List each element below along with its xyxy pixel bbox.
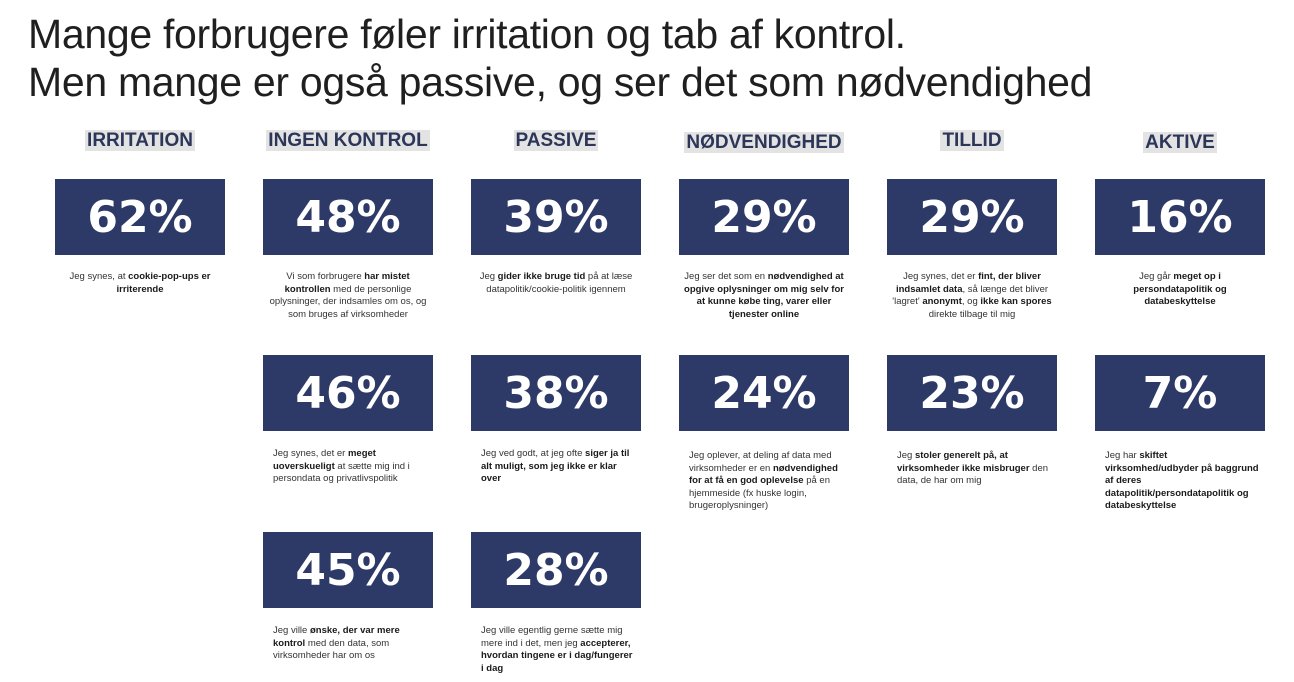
stat-description: Jeg oplever, at deling af data med virks… [689,450,845,513]
stat-description-text: Jeg ved godt, at jeg ofte [481,448,586,459]
stat-description-text: den data, de har om mig [897,462,1049,487]
stat-value-box: 29% [679,179,849,255]
stat-description-text: , og [961,296,981,307]
stat-value-box: 29% [887,179,1057,255]
stat-value-box: 16% [1095,179,1265,255]
column-heading: AKTIVE [1095,132,1265,154]
stat-description-text: Jeg går [1139,271,1174,282]
stat-description: Vi som forbrugere har mistet kontrollen … [267,271,429,321]
column-heading: TILLID [887,130,1057,152]
page-title: Mange forbrugere føler irritation og tab… [28,10,1092,106]
stat-description-emphasis: har mistet kontrollen [284,271,410,295]
stat-description: Jeg stoler generelt på, at virksomheder … [897,450,1053,488]
stat-description: Jeg ville ønske, der var mere kontrol me… [273,625,429,663]
stat-description-emphasis: nødvendighed at opgive oplysninger om mi… [684,271,844,320]
stat-value-box: 45% [263,532,433,608]
stat-description-emphasis: stoler generelt på, at virksomheder ikke… [897,450,1030,474]
stat-value-box: 24% [679,355,849,431]
column-heading-label: PASSIVE [513,130,599,151]
stat-description-text: Jeg synes, at [69,271,129,282]
column-heading-label: NØDVENDIGHED [684,132,844,153]
stat-description-text: Jeg [897,450,915,461]
stat-description-text: Jeg har [1105,450,1140,461]
stat-description: Jeg ved godt, at jeg ofte siger ja til a… [481,448,637,486]
stat-description-text: med den data, som virksomheder har om os [273,637,390,662]
stat-value-box: 7% [1095,355,1265,431]
stat-value-box: 38% [471,355,641,431]
stat-description-emphasis: ikke kan spores [980,296,1052,307]
stat-description-text: Jeg ser det som en [684,271,768,282]
stat-description: Jeg synes, det er meget uoverskueligt at… [273,448,429,486]
stat-description: Jeg ser det som en nødvendighed at opgiv… [683,271,845,321]
column-heading-label: AKTIVE [1143,132,1217,153]
stat-description-emphasis: meget op i persondatapolitik og databesk… [1133,271,1227,307]
stat-description-emphasis: skiftet virksomhed/udbyder på baggrund a… [1105,450,1259,511]
column-heading: IRRITATION [55,130,225,152]
stat-description-emphasis: fint, der bliver indsamlet data [895,271,1041,295]
stat-value-box: 28% [471,532,641,608]
title-line-2: Men mange er også passive, og ser det so… [28,59,1093,105]
stat-description: Jeg synes, det er fint, der bliver indsa… [891,271,1053,321]
stat-description-text: Jeg synes, det er [903,271,979,282]
column-heading: PASSIVE [471,130,641,152]
stat-description-emphasis: anonymt [922,296,962,307]
stat-description: Jeg synes, at cookie-pop-ups er irritere… [59,271,221,296]
stat-description-text: Jeg synes, det er [273,448,348,459]
stat-description-emphasis: gider ikke bruge tid [497,271,586,282]
column-heading-label: IRRITATION [85,130,195,151]
column-heading-label: TILLID [940,130,1004,151]
stat-description-emphasis: accepterer, hvordan tingene er i dag/fun… [481,637,633,674]
stat-description-emphasis: cookie-pop-ups er irriterende [116,271,211,295]
stat-description: Jeg ville egentlig gerne sætte mig mere … [481,625,637,675]
stat-description-emphasis: siger ja til alt muligt, som jeg ikke er… [481,448,630,484]
stat-value-box: 39% [471,179,641,255]
stat-description-text: på at læse datapolitik/cookie-politik ig… [486,271,633,295]
stat-description-text: Jeg ville [273,625,310,636]
stat-description-text: direkte tilbage til mig [928,308,1016,320]
stat-description-emphasis: meget uoverskueligt [273,448,376,472]
stat-value-box: 23% [887,355,1057,431]
stat-description-emphasis: ønske, der var mere kontrol [273,625,400,649]
column-heading: INGEN KONTROL [263,130,433,152]
stat-description: Jeg gider ikke bruge tid på at læse data… [475,271,637,296]
title-line-1: Mange forbrugere føler irritation og tab… [28,11,906,57]
stat-description: Jeg har skiftet virksomhed/udbyder på ba… [1105,450,1261,513]
stat-description-emphasis: nødvendighed for at få en god oplevelse [689,462,838,487]
stat-description-text: at sætte mig ind i persondata og privatl… [273,460,410,485]
stat-value-box: 48% [263,179,433,255]
stat-value-box: 46% [263,355,433,431]
stat-description-text: Jeg oplever, at deling af data med virks… [689,450,832,474]
stat-description-text: Jeg [479,271,498,282]
stat-value-box: 62% [55,179,225,255]
stat-description-text: Jeg ville egentlig gerne sætte mig mere … [481,625,623,649]
stat-description-text: på en hjemmeside (fx huske login, bruger… [689,475,830,511]
stat-description-text: Vi som forbrugere [286,271,365,282]
stat-description-text: med de personlige oplysninger, der indsa… [269,283,427,320]
stat-description: Jeg går meget op i persondatapolitik og … [1099,271,1261,309]
column-heading-label: INGEN KONTROL [266,130,430,151]
column-heading: NØDVENDIGHED [679,132,849,154]
stat-description-text: , så længe det bliver 'lagret' [892,283,1049,308]
